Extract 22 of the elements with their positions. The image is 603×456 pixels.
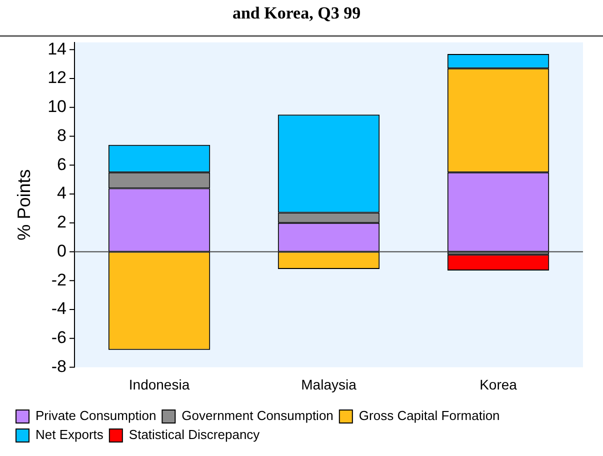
y-tick-label: -6 (51, 328, 67, 348)
x-tick-label: Malaysia (301, 376, 357, 392)
x-tick-label: Indonesia (128, 376, 190, 392)
y-tick-label: 8 (57, 126, 67, 145)
legend-label: Statistical Discrepancy (128, 427, 260, 442)
legend-label: Gross Capital Formation (358, 408, 500, 424)
y-axis-title: % Points (14, 169, 34, 240)
y-tick-label: -2 (51, 270, 67, 290)
y-tick-label: 14 (48, 39, 67, 58)
y-tick-label: 6 (57, 154, 67, 174)
legend-label: Net Exports (36, 427, 104, 442)
x-tick-label: Korea (480, 376, 518, 392)
y-tick-label: 2 (57, 212, 67, 232)
legend-label: Government Consumption (182, 408, 334, 424)
y-tick-label: 0 (57, 241, 67, 260)
y-tick-label: -8 (51, 356, 67, 376)
legend-label: Private Consumption (36, 408, 156, 424)
chart-title: and Korea, Q3 99 (232, 4, 361, 23)
y-tick-label: 12 (48, 68, 67, 88)
y-tick-label: 10 (48, 97, 67, 116)
y-tick-label: -4 (51, 299, 67, 318)
y-tick-label: 4 (57, 184, 67, 203)
